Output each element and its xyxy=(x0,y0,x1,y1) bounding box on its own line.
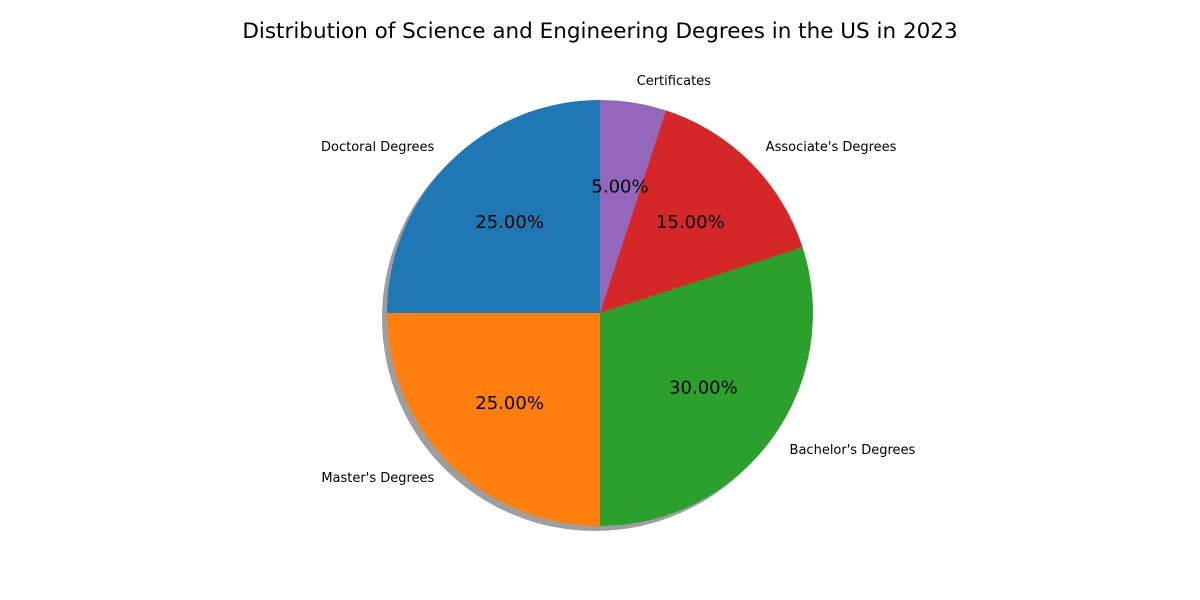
percent-master-s-degrees: 25.00% xyxy=(475,393,544,414)
label-bachelor-s-degrees: Bachelor's Degrees xyxy=(790,443,916,458)
pie-labels: Doctoral Degrees 25.00% Master's Degrees 25… xyxy=(321,74,916,486)
slice-certificates xyxy=(600,100,666,313)
label-certificates: Certificates xyxy=(637,74,712,89)
slice-doctoral-degrees xyxy=(387,100,600,313)
label-doctoral-degrees: Doctoral Degrees xyxy=(321,140,435,155)
label-master-s-degrees: Master's Degrees xyxy=(321,471,434,486)
percent-associate-s-degrees: 15.00% xyxy=(656,212,725,233)
percent-bachelor-s-degrees: 30.00% xyxy=(669,378,738,399)
slice-master-s-degrees xyxy=(387,313,600,526)
percent-doctoral-degrees: 25.00% xyxy=(475,212,544,233)
chart-title: Distribution of Science and Engineering … xyxy=(242,19,957,44)
percent-certificates: 5.00% xyxy=(591,176,648,197)
pie-slices xyxy=(387,100,813,526)
slice-associate-s-degrees xyxy=(600,110,803,314)
slice-bachelor-s-degrees xyxy=(600,247,813,526)
label-associate-s-degrees: Associate's Degrees xyxy=(766,140,897,155)
